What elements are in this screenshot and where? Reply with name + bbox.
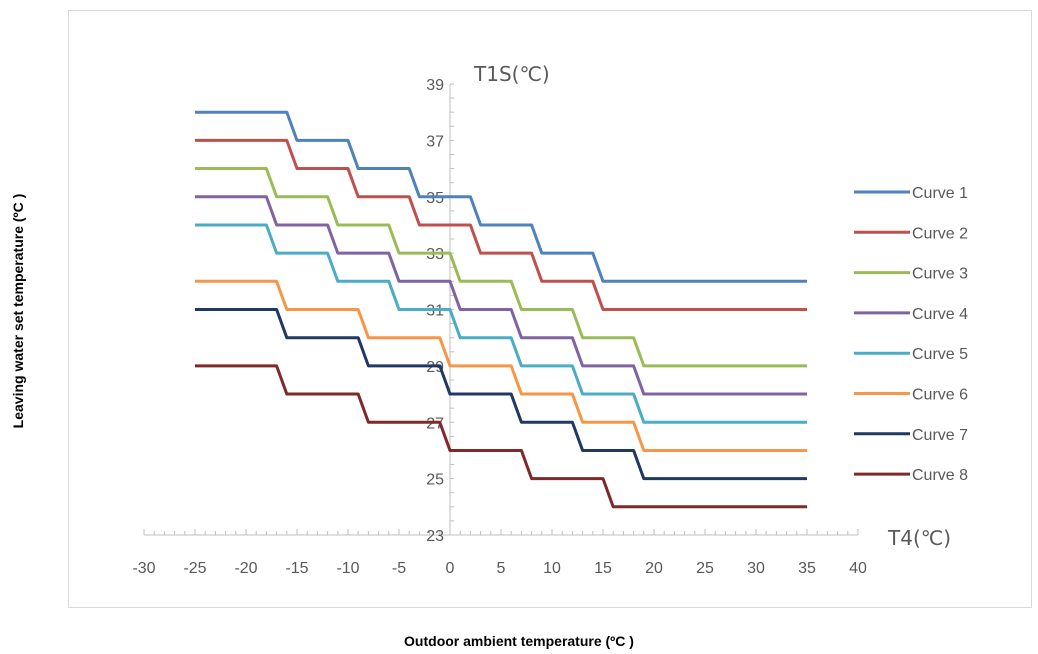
x-tick-label: -5 — [392, 560, 406, 577]
x-tick-label: -30 — [132, 560, 155, 577]
x-tick-label: -20 — [234, 560, 257, 577]
x-tick-label: 30 — [747, 560, 765, 577]
x-tick-label: 0 — [446, 560, 455, 577]
x-tick-label: 20 — [645, 560, 663, 577]
legend: Curve 1 Curve 2 Curve 3 Curve 4 Curve 5 Curve… — [854, 185, 968, 484]
series-line-curve-7 — [195, 308, 807, 481]
legend-label-curve-3: Curve 3 — [912, 266, 968, 283]
x-tick-label: 10 — [543, 560, 561, 577]
x-tick-label: 40 — [849, 560, 867, 577]
y-tick-label: 25 — [426, 472, 444, 489]
legend-label-curve-8: Curve 8 — [912, 467, 968, 484]
x-tick-label: -15 — [285, 560, 308, 577]
x-tick-label: 25 — [696, 560, 714, 577]
x-axis-label: Outdoor ambient temperature (ºC ) — [404, 633, 634, 649]
legend-label-curve-7: Curve 7 — [912, 427, 968, 444]
y-axis-label: Leaving water set temperature (ºC ) — [10, 193, 26, 429]
legend-label-curve-5: Curve 5 — [912, 346, 968, 363]
y-tick-label: 37 — [426, 133, 444, 150]
x-tick-label: 35 — [798, 560, 816, 577]
y-tick-label: 39 — [426, 77, 444, 94]
y-axis-title: T1S(℃) — [473, 62, 550, 86]
x-tick-label: -25 — [183, 560, 206, 577]
legend-label-curve-1: Curve 1 — [912, 185, 968, 202]
series-line-curve-8 — [195, 364, 807, 509]
x-axis-title: T4(℃) — [887, 526, 951, 550]
chart-frame — [68, 10, 1032, 608]
series-lines — [195, 110, 807, 509]
y-tick-label: 23 — [426, 528, 444, 545]
series-line-curve-5 — [195, 223, 807, 424]
x-tick-label: 15 — [594, 560, 612, 577]
axes: -30 -25 -20 -15 -10 -5 0 5 10 15 20 25 30 35 402325272… — [132, 77, 867, 577]
series-line-curve-2 — [195, 138, 807, 311]
series-line-curve-3 — [195, 167, 807, 368]
series-line-curve-4 — [195, 195, 807, 396]
legend-label-curve-4: Curve 4 — [912, 306, 968, 323]
series-line-curve-6 — [195, 279, 807, 452]
legend-label-curve-2: Curve 2 — [912, 225, 968, 242]
x-tick-label: -10 — [336, 560, 359, 577]
x-tick-label: 5 — [497, 560, 506, 577]
legend-label-curve-6: Curve 6 — [912, 387, 968, 404]
series-line-curve-1 — [195, 110, 807, 283]
